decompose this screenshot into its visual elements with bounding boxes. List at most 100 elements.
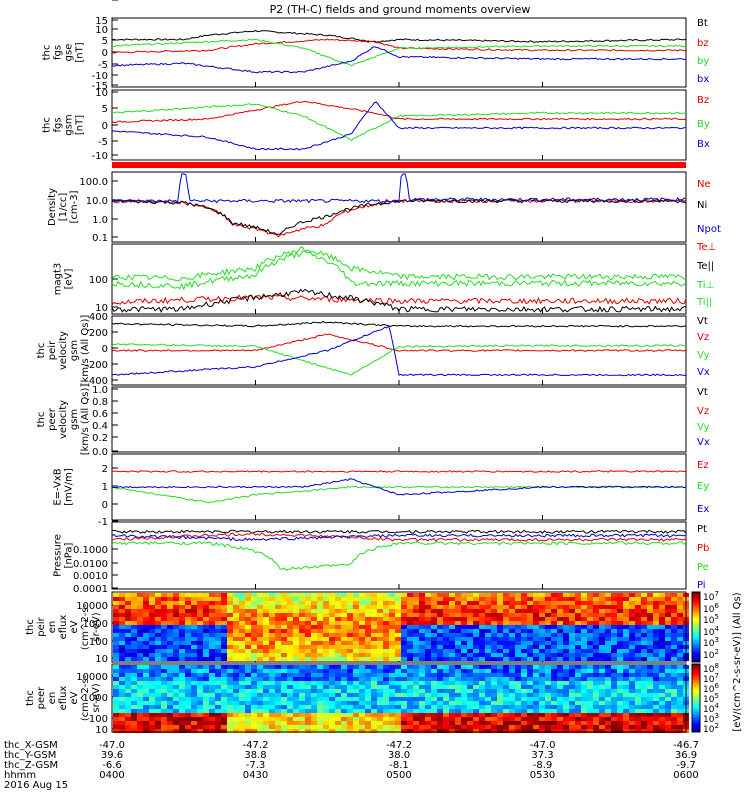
spec-cell [323, 721, 329, 725]
spec-cell [377, 673, 383, 677]
spec-cell [563, 725, 569, 729]
x-row-value: -9.7 [676, 760, 696, 771]
spec-cell [275, 645, 281, 649]
spec-cell [347, 685, 353, 689]
spec-cell [359, 641, 365, 645]
y-axis-label: gse [64, 44, 75, 62]
spec-cell [581, 709, 587, 713]
spec-cell [371, 665, 377, 669]
spec-cell [359, 625, 365, 629]
spec-cell [491, 597, 497, 601]
spec-cell [503, 709, 509, 713]
spec-cell [563, 721, 569, 725]
spec-cell [491, 657, 497, 661]
spec-cell [287, 605, 293, 609]
spec-cell [263, 721, 269, 725]
spec-cell [653, 645, 659, 649]
spec-cell [191, 613, 197, 617]
spec-cell [659, 609, 665, 613]
spec-cell [347, 705, 353, 709]
spec-cell [539, 641, 545, 645]
spec-cell [455, 685, 461, 689]
spec-cell [677, 609, 683, 613]
spec-cell [647, 641, 653, 645]
spec-cell [623, 693, 629, 697]
spec-cell [287, 669, 293, 673]
spec-cell [563, 657, 569, 661]
spec-cell [263, 705, 269, 709]
spec-cell [161, 685, 167, 689]
spec-cell [569, 613, 575, 617]
spec-cell [623, 705, 629, 709]
spec-cell [425, 725, 431, 729]
spec-cell [503, 705, 509, 709]
spec-cell [407, 665, 413, 669]
spec-cell [485, 601, 491, 605]
spec-cell [197, 645, 203, 649]
spec-cell [647, 681, 653, 685]
spec-cell [287, 593, 293, 597]
spec-cell [167, 629, 173, 633]
spec-cell [185, 713, 191, 717]
spec-cell [413, 597, 419, 601]
y-tick-label: 200 [89, 328, 108, 339]
colorbar-step [692, 606, 700, 608]
spec-cell [191, 641, 197, 645]
spec-cell [305, 645, 311, 649]
spec-cell [401, 673, 407, 677]
spec-cell [461, 681, 467, 685]
spec-cell [449, 689, 455, 693]
spec-cell [509, 713, 515, 717]
spec-cell [167, 721, 173, 725]
series-Pi [111, 533, 687, 542]
spec-cell [353, 621, 359, 625]
spec-cell [479, 725, 485, 729]
spec-cell [617, 697, 623, 701]
spec-cell [179, 721, 185, 725]
spec-cell [281, 605, 287, 609]
spec-cell [263, 621, 269, 625]
spec-cell [629, 625, 635, 629]
spec-cell [287, 653, 293, 657]
spec-cell [551, 689, 557, 693]
spec-cell [347, 593, 353, 597]
spec-cell [209, 601, 215, 605]
spec-cell [677, 653, 683, 657]
spec-cell [221, 717, 227, 721]
spec-cell [617, 669, 623, 673]
spec-cell [233, 617, 239, 621]
series-Vz [111, 333, 687, 352]
spec-cell [161, 697, 167, 701]
spec-cell [299, 649, 305, 653]
spec-cell [233, 625, 239, 629]
spec-cell [659, 701, 665, 705]
spec-cell [119, 693, 125, 697]
spec-cell [473, 605, 479, 609]
spec-cell [161, 721, 167, 725]
spec-cell [137, 601, 143, 605]
spec-cell [563, 617, 569, 621]
spec-cell [191, 637, 197, 641]
spec-cell [119, 697, 125, 701]
spec-cell [347, 709, 353, 713]
spec-cell [335, 617, 341, 621]
spec-cell [563, 641, 569, 645]
spec-cell [395, 697, 401, 701]
spec-cell [449, 597, 455, 601]
spec-cell [245, 625, 251, 629]
spec-cell [401, 633, 407, 637]
spec-cell [317, 697, 323, 701]
spec-cell [365, 693, 371, 697]
y-axis-label: Density [47, 188, 58, 226]
spec-cell [299, 601, 305, 605]
spec-cell [413, 653, 419, 657]
spec-cell [479, 693, 485, 697]
spec-cell [365, 701, 371, 705]
spec-cell [263, 633, 269, 637]
spec-cell [509, 673, 515, 677]
spec-cell [329, 677, 335, 681]
spec-cell [335, 713, 341, 717]
spec-cell [575, 641, 581, 645]
spec-cell [539, 673, 545, 677]
spec-cell [407, 693, 413, 697]
